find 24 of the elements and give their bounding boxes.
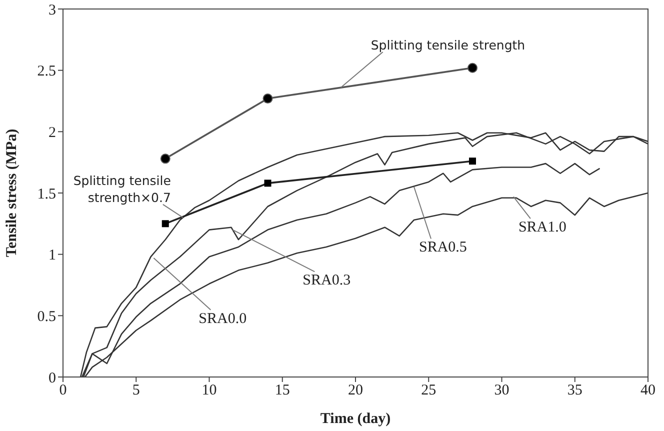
annotation: SRA1.0 <box>518 220 566 236</box>
x-axis-title: Time (day) <box>320 411 391 427</box>
y-tick-label: 2.5 <box>37 64 56 80</box>
annotation: SRA0.0 <box>198 310 247 327</box>
x-tick-label: 40 <box>640 382 656 399</box>
y-axis-title: Tensile stress (MPa) <box>4 128 20 258</box>
annotation: Splitting tensile strength <box>370 38 526 53</box>
y-tick-label: 0.5 <box>37 308 56 325</box>
x-tick-label: 20 <box>348 382 363 399</box>
x-tick-label: 10 <box>202 382 217 399</box>
x-tick-label: 25 <box>421 382 436 399</box>
annotation: Splitting tensile strength×0.7 <box>73 173 172 206</box>
annotation: SRA0.3 <box>302 272 351 289</box>
x-tick-label: 15 <box>274 382 290 399</box>
x-tick-label: 35 <box>567 382 582 399</box>
y-tick-label: 1 <box>48 248 56 264</box>
x-tick-label: 30 <box>494 382 510 399</box>
x-tick-label: 5 <box>132 382 140 399</box>
y-tick-label: 1.5 <box>37 186 56 202</box>
y-tick-label: 3 <box>48 2 56 18</box>
x-tick-label: 0 <box>59 382 67 399</box>
y-tick-label: 2 <box>48 124 56 141</box>
y-tick-label: 0 <box>48 370 56 386</box>
annotation: SRA0.5 <box>419 240 467 256</box>
